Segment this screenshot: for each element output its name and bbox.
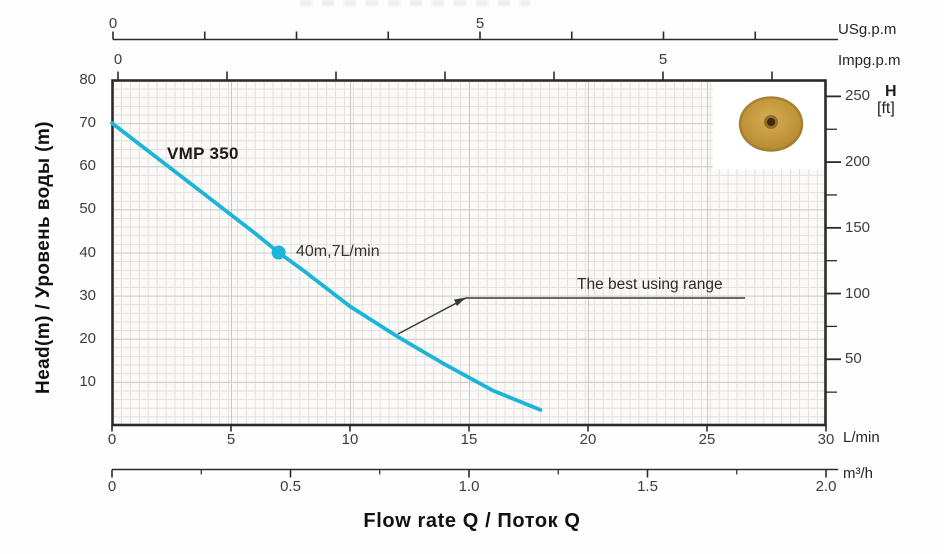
tick-label: 250 <box>845 87 871 105</box>
best-range-annotation: The best using range <box>577 276 723 293</box>
pump-impeller-graphic <box>738 96 804 152</box>
tick-label: 200 <box>845 153 871 171</box>
tick-label: 15 <box>460 431 478 448</box>
tick-label: 20 <box>579 431 597 448</box>
usgpm-unit-label: USg.p.m <box>838 21 897 38</box>
tick-label: 80 <box>79 71 96 88</box>
x-axis-title: Flow rate Q / Поток Q <box>363 510 581 532</box>
pump-curve <box>110 121 543 412</box>
m3h-unit-label: m³/h <box>843 465 873 482</box>
lmin-unit-label: L/min <box>843 429 880 446</box>
right-axis-title-h: H <box>885 83 897 100</box>
annotation-arrowhead <box>454 297 466 306</box>
tick-label: 50 <box>79 200 96 218</box>
tick-label: 0 <box>113 51 123 68</box>
tick-label: 2.0 <box>815 478 837 495</box>
tick-label: 0 <box>108 15 118 32</box>
tick-label: 5 <box>658 51 668 68</box>
tick-label: 30 <box>79 286 96 304</box>
right-axis-title: H [ft] <box>877 83 897 117</box>
impgpm-unit-label: Impg.p.m <box>838 52 901 69</box>
marked-point <box>271 245 286 260</box>
tick-label: 150 <box>845 218 871 236</box>
watermark-remnant <box>300 0 530 6</box>
tick-label: 5 <box>226 431 236 448</box>
tick-label: 20 <box>79 329 96 347</box>
pump-impeller-image <box>713 82 829 169</box>
tick-label: 60 <box>79 157 96 175</box>
tick-label: 5 <box>475 15 485 32</box>
tick-label: 10 <box>79 372 96 390</box>
marked-point-label: 40m,7L/min <box>296 243 380 260</box>
series-label: VMP 350 <box>167 144 239 163</box>
annotation-leader-line <box>397 297 745 335</box>
plot-border <box>111 79 827 427</box>
y-axis-title: Head(m) / Уровень воды (m) <box>33 121 54 395</box>
tick-label: 1.5 <box>637 478 658 495</box>
tick-label: 1.0 <box>458 478 480 495</box>
plot-area <box>112 80 826 425</box>
tick-label: 100 <box>845 284 871 302</box>
tick-label: 10 <box>341 431 359 448</box>
tick-label: 0 <box>107 431 117 448</box>
tick-label: 25 <box>698 431 716 448</box>
tick-label: 30 <box>817 431 835 448</box>
tick-label: 50 <box>845 350 862 368</box>
tick-label: 40 <box>79 243 96 261</box>
tick-label: 0.5 <box>280 478 301 495</box>
tick-label: 70 <box>79 114 96 132</box>
right-axis-title-ft: [ft] <box>877 100 895 117</box>
tick-label: 0 <box>107 478 117 495</box>
